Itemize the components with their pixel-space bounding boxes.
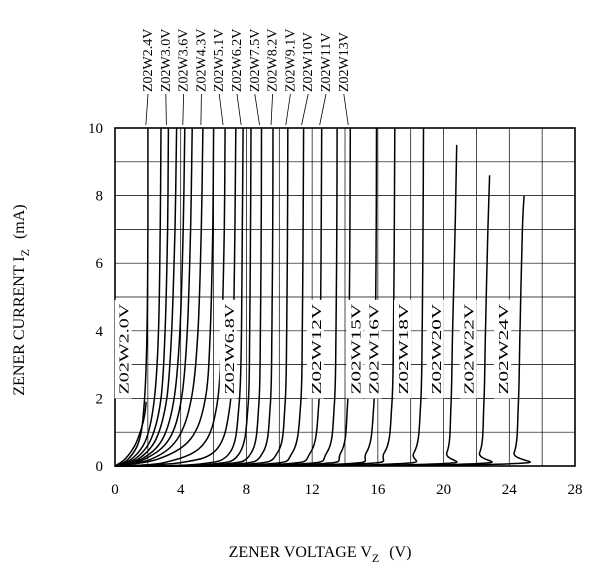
x-tick-label: 4 — [177, 482, 185, 498]
label-leader — [343, 93, 349, 126]
inline-label-backing — [346, 299, 364, 399]
y-axis-title-unit: (mA) — [11, 204, 28, 239]
grid — [115, 128, 575, 466]
top-curve-labels: Z02W2.4V Z02W3.0V Z02W3.6V Z02W4.3V Z02W5.1V… — [141, 29, 352, 92]
x-axis-title-sub: Z — [372, 551, 379, 565]
curve-z02w4-7v — [114, 127, 215, 467]
x-axis-title-unit: (V) — [389, 544, 411, 561]
label-leader — [254, 93, 260, 126]
x-tick-label: 8 — [243, 482, 251, 498]
curve-z02w2-4v — [114, 127, 149, 467]
curve-z02w3-6v — [114, 127, 186, 467]
top-label: Z02W8.2V — [266, 29, 281, 92]
label-leader — [236, 93, 242, 126]
label-leader — [319, 93, 327, 126]
x-tick-labels: 0 4 8 12 16 20 24 28 — [111, 482, 582, 498]
inline-label-backing — [494, 299, 512, 399]
x-tick-label: 16 — [370, 482, 386, 498]
y-axis-title-text: ZENER CURRENT I — [11, 256, 28, 395]
label-leaders — [145, 93, 349, 126]
curve-z02w3-3v — [114, 127, 178, 467]
x-axis-title-text: ZENER VOLTAGE V — [229, 544, 373, 561]
top-label: Z02W3.0V — [159, 29, 174, 92]
y-tick-labels: 0 2 4 6 8 10 — [88, 121, 104, 475]
inline-label: Z02W22V — [463, 304, 478, 395]
y-axis-title: ZENER CURRENT IZ (mA) — [11, 204, 32, 395]
y-tick-label: 2 — [96, 391, 104, 407]
top-label: Z02W2.4V — [141, 29, 156, 92]
top-label: Z02W13V — [337, 32, 352, 92]
label-leader — [200, 93, 202, 126]
inline-label-backing — [364, 299, 382, 399]
label-leader — [165, 93, 167, 126]
y-axis-title-sub: Z — [18, 249, 32, 256]
top-label: Z02W6.2V — [230, 29, 245, 92]
x-tick-label: 20 — [436, 482, 451, 498]
top-label: Z02W9.1V — [283, 29, 298, 92]
curve-z02w24v — [114, 195, 531, 467]
inline-label: Z02W20V — [430, 304, 445, 395]
y-tick-label: 8 — [96, 189, 104, 205]
x-axis-title: ZENER VOLTAGE VZ (V) — [229, 544, 412, 565]
curve-z02w6-2v — [114, 127, 244, 467]
y-tick-label: 10 — [88, 121, 103, 137]
top-label: Z02W11V — [319, 33, 334, 92]
inline-label-backing — [459, 299, 477, 399]
inline-label-backing — [394, 299, 411, 399]
inline-label-backing — [114, 299, 132, 399]
x-tick-label: 12 — [305, 482, 320, 498]
label-leader — [270, 93, 273, 126]
inline-label: Z02W15V — [349, 304, 364, 395]
label-leader — [285, 93, 291, 126]
curve-z02w5-1v — [114, 127, 226, 467]
inline-label: Z02W18V — [397, 304, 412, 395]
label-leader — [218, 93, 224, 126]
inline-label: Z02W2.0V — [118, 304, 133, 395]
top-label: Z02W7.5V — [248, 29, 263, 92]
curve-z02w3-9v — [114, 127, 193, 467]
curves — [114, 127, 531, 467]
inline-label-backing — [219, 299, 237, 399]
curve-z02w4-3v — [114, 127, 204, 467]
label-leader — [301, 93, 309, 126]
label-leader — [182, 93, 184, 126]
inline-label-backing — [426, 299, 444, 399]
curve-z02w3-0v — [114, 127, 170, 467]
inline-curve-labels: Z02W2.0V Z02W6.8V Z02W12V Z02W15V Z02W16V Z02… — [114, 299, 512, 399]
y-tick-label: 4 — [96, 324, 104, 340]
top-label: Z02W3.6V — [177, 29, 192, 92]
inline-label: Z02W16V — [367, 304, 382, 395]
inline-label-backing — [306, 299, 324, 399]
curve-z02w2-0v — [114, 401, 147, 467]
x-tick-label: 0 — [111, 482, 119, 498]
label-leader — [145, 93, 149, 126]
inline-label: Z02W12V — [310, 304, 325, 395]
inline-label: Z02W24V — [497, 304, 512, 395]
curve-z02w2-7v — [114, 127, 162, 467]
y-tick-label: 6 — [96, 256, 104, 272]
top-label: Z02W4.3V — [194, 29, 209, 92]
top-label: Z02W10V — [301, 32, 316, 92]
inline-label: Z02W6.8V — [223, 304, 238, 395]
top-label: Z02W5.1V — [212, 29, 227, 92]
y-tick-label: 0 — [96, 459, 104, 475]
x-tick-label: 28 — [568, 482, 583, 498]
x-tick-label: 24 — [502, 482, 518, 498]
